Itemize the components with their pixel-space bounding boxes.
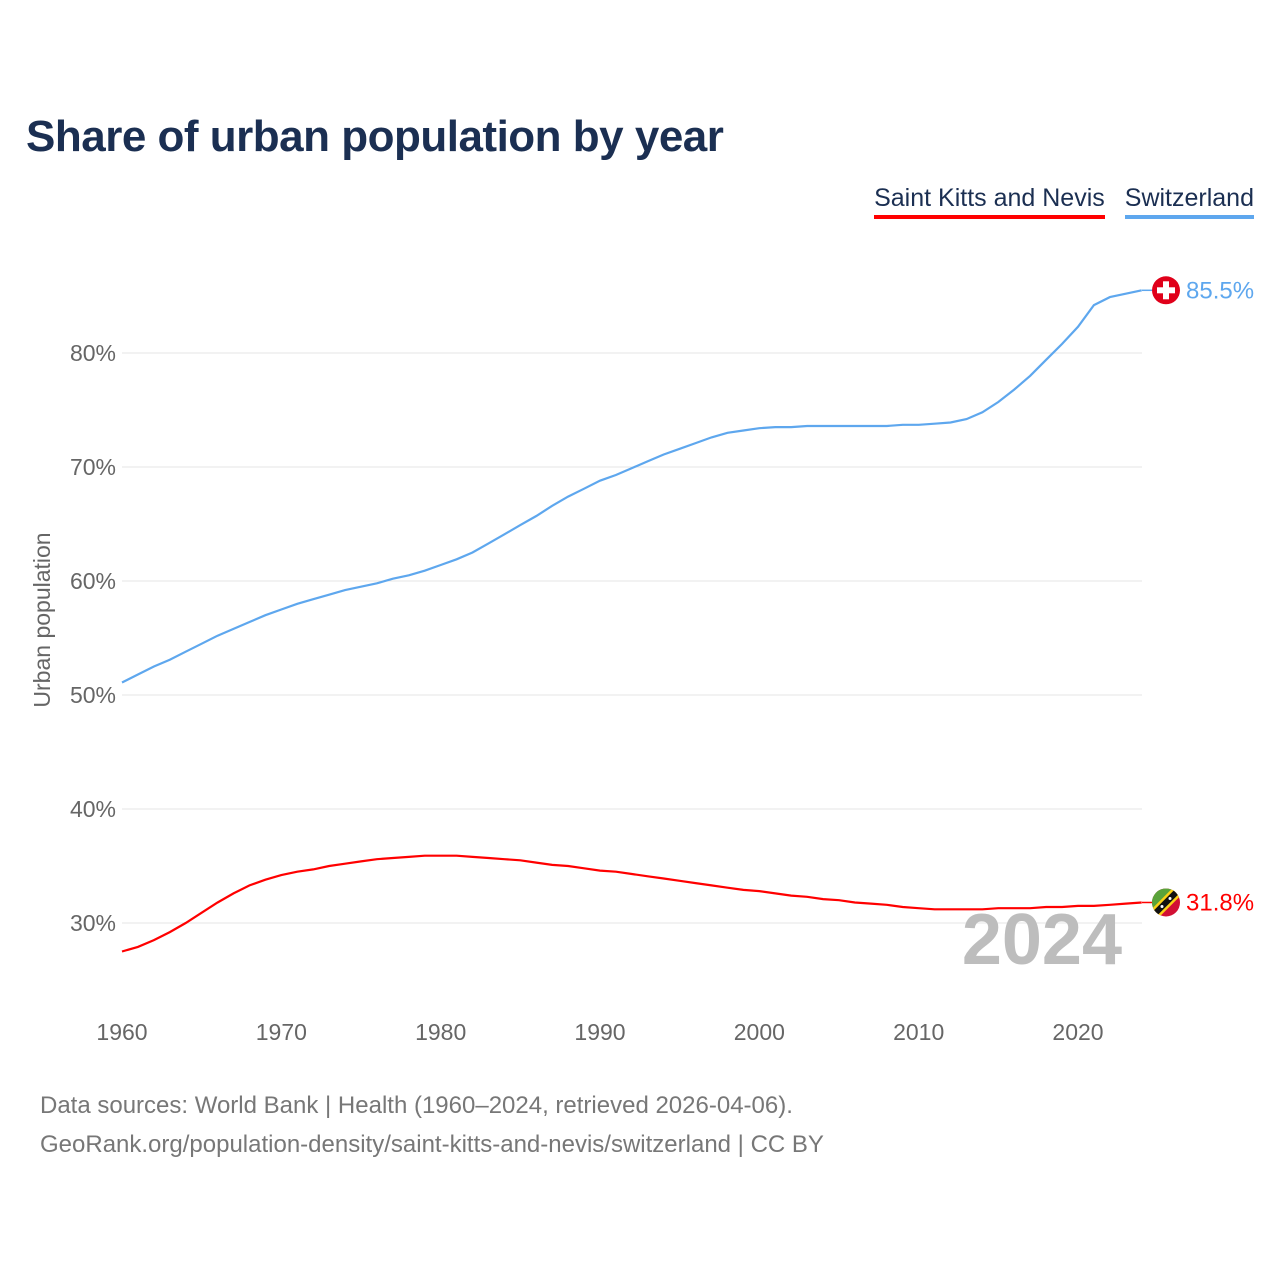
y-axis-label: Urban population [29,532,55,707]
x-tick-label: 2010 [893,1019,944,1045]
switzerland-flag-icon [1152,276,1180,305]
series-lines [121,289,1142,953]
end-value-label: 85.5% [1186,277,1254,304]
y-tick-label: 30% [70,910,116,936]
y-tick-label: 40% [70,796,116,822]
chart-title: Share of urban population by year [26,112,724,161]
x-tick-label: 1990 [574,1019,625,1045]
footer: Data sources: World Bank | Health (1960–… [40,1086,824,1164]
y-tick-label: 80% [70,340,116,366]
x-tick-label: 2020 [1052,1019,1103,1045]
y-axis-ticks: 30% 40% 50% 60% 70% 80% [70,340,116,936]
legend: Saint Kitts and Nevis Switzerland [874,184,1254,219]
series-line-saint-kitts-and-nevis[interactable] [121,854,1142,953]
y-tick-label: 60% [70,568,116,594]
gridlines [122,352,1142,924]
source-link[interactable]: GeoRank.org/population-density/saint-kit… [40,1131,824,1158]
x-tick-label: 1970 [256,1019,307,1045]
saint-kitts-and-nevis-flag-icon [1152,888,1180,917]
end-labels: 31.8% 85.5% [1142,276,1254,917]
legend-item-switzerland[interactable]: Switzerland [1124,184,1254,219]
y-tick-label: 50% [70,682,116,708]
end-value-label: 31.8% [1186,889,1254,916]
x-tick-label: 2000 [734,1019,785,1045]
year-watermark: 2024 [962,900,1122,980]
x-tick-label: 1960 [96,1019,147,1045]
legend-item-saint-kitts-and-nevis[interactable]: Saint Kitts and Nevis [874,184,1105,219]
series-line-switzerland[interactable] [121,289,1142,684]
data-source-text: Data sources: World Bank | Health (1960–… [40,1092,793,1119]
x-axis-ticks: 1960 1970 1980 1990 2000 2010 2020 [96,1019,1103,1045]
y-tick-label: 70% [70,454,116,480]
x-tick-label: 1980 [415,1019,466,1045]
